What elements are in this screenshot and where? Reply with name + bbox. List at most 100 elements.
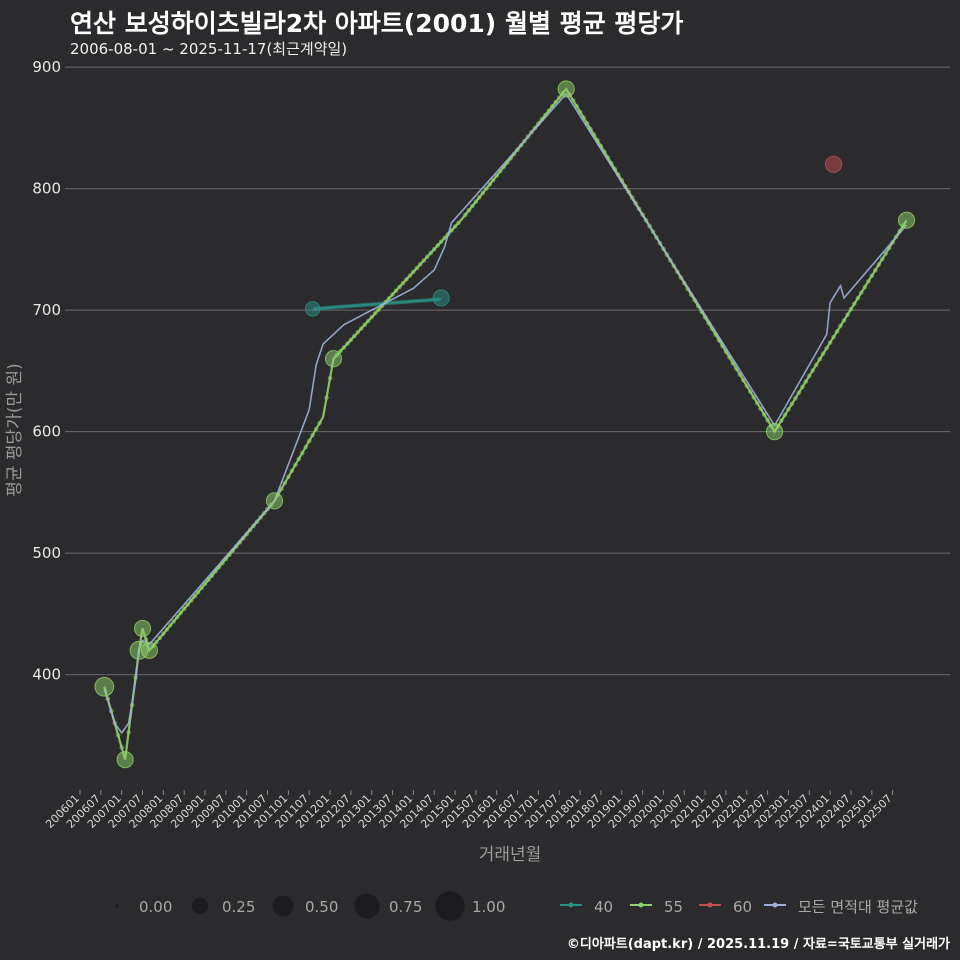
series-dot-s55 (883, 251, 888, 256)
x-tick-labels: 2006012006072007012007072008012008072009… (43, 792, 895, 831)
source-caption: ©디아파트(dapt.kr) / 2025.11.19 / 자료=국토교통부 실… (566, 937, 950, 952)
series-dot-s55 (789, 401, 795, 407)
series-dot-s55 (484, 186, 489, 191)
series-dot-s55 (282, 480, 288, 486)
series-dot-s40 (365, 302, 371, 308)
series-dot-s40 (338, 304, 343, 310)
series-dot-s55 (754, 400, 760, 406)
series-dot-s55 (758, 406, 763, 412)
series-dot-s55 (355, 329, 361, 335)
series-dot-s55 (414, 265, 420, 271)
series-dot-s40 (320, 305, 326, 311)
series-dot-s55 (313, 426, 319, 432)
series-lines (103, 87, 908, 760)
series-dot-s55 (831, 334, 836, 340)
size-legend-label: 0.25 (222, 898, 255, 916)
series-dot-s55 (345, 341, 350, 346)
series-dot-s55 (372, 311, 378, 316)
series-dot-s40 (418, 298, 423, 304)
series-dot-s55 (341, 345, 347, 350)
color-legend-dot (568, 902, 574, 908)
series-dot-s55 (154, 639, 159, 645)
series-dot-s55 (352, 333, 357, 339)
series-dot-s55 (761, 412, 767, 417)
series-dot-s55 (827, 340, 833, 345)
series-dot-s40 (407, 299, 413, 304)
size-legend-marker (354, 893, 380, 919)
data-point-s55 (116, 751, 134, 769)
series-dot-s55 (289, 468, 295, 474)
series-dot-s55 (872, 267, 878, 273)
series-dot-s55 (428, 250, 434, 256)
series-dot-s55 (803, 379, 809, 384)
color-legend-label: 40 (594, 898, 613, 916)
series-dot-s40 (421, 298, 427, 303)
size-legend-label: 0.75 (389, 898, 422, 916)
series-dot-s55 (855, 295, 861, 301)
data-point-s55 (133, 619, 152, 638)
data-point-s40 (432, 289, 450, 307)
series-dot-s55 (765, 417, 770, 423)
size-legend-marker (191, 897, 209, 915)
series-dot-s55 (466, 208, 472, 213)
series-dot-s40 (428, 297, 434, 303)
series-dot-s55 (192, 594, 197, 599)
series-dot-s55 (421, 258, 427, 263)
series-dot-s55 (431, 246, 437, 252)
y-tick-label: 800 (32, 180, 61, 198)
series-dot-s40 (341, 304, 347, 309)
series-dot-s55 (824, 345, 829, 351)
data-point-s55 (265, 492, 284, 510)
series-dot-s55 (365, 318, 371, 324)
series-dot-s55 (862, 284, 868, 290)
series-dot-s55 (838, 323, 843, 329)
series-dot-s40 (348, 303, 354, 309)
series-dot-s55 (324, 395, 329, 400)
series-dot-s55 (470, 203, 475, 209)
series-dot-s55 (435, 243, 440, 248)
y-tick-label: 500 (32, 544, 61, 562)
series-dot-s55 (834, 329, 840, 334)
series-dot-s55 (157, 635, 163, 641)
series-dot-s40 (393, 300, 399, 305)
data-point-s55 (324, 350, 343, 368)
series-dot-s55 (848, 306, 854, 312)
size-legend-marker (115, 904, 119, 908)
size-legend-label: 0.00 (139, 898, 172, 916)
series-dot-s55 (299, 450, 305, 456)
data-point-s40 (304, 301, 321, 317)
series-line-avg (103, 92, 908, 735)
series-dot-s40 (372, 301, 378, 307)
size-legend-label: 1.00 (472, 898, 505, 916)
series-dot-s55 (362, 322, 368, 328)
series-dot-s55 (779, 418, 784, 423)
size-legend-label: 0.50 (305, 898, 338, 916)
data-point-s55 (94, 676, 115, 697)
series-dot-s55 (404, 277, 409, 282)
series-dot-s55 (859, 290, 864, 295)
series-dot-s55 (167, 623, 173, 628)
y-tick-label: 700 (32, 301, 61, 319)
series-dot-s55 (751, 395, 757, 400)
series-dot-s55 (817, 356, 823, 362)
series-dot-s55 (452, 224, 458, 229)
series-dot-s55 (813, 362, 819, 368)
series-dot-s55 (386, 296, 392, 301)
series-dot-s55 (418, 262, 423, 267)
color-legend-label: 모든 면적대 평균값 (798, 898, 918, 916)
series-dot-s40 (362, 302, 368, 308)
series-dot-s55 (741, 377, 746, 383)
color-legend-label: 55 (664, 898, 683, 916)
series-dot-s40 (327, 305, 333, 310)
series-dot-s55 (397, 284, 402, 290)
series-dot-s55 (407, 273, 413, 278)
series-dot-s55 (793, 395, 798, 401)
series-dot-s55 (869, 273, 875, 279)
series-dot-s55 (747, 389, 753, 394)
series-dot-s55 (376, 307, 381, 312)
series-dot-s40 (369, 302, 375, 307)
legend: 0.00 0.25 0.50 0.75 1.00 40 55 60 모든 면적대 평균값 (115, 891, 918, 921)
series-dot-s55 (841, 318, 847, 323)
series-dot-s55 (494, 173, 500, 178)
